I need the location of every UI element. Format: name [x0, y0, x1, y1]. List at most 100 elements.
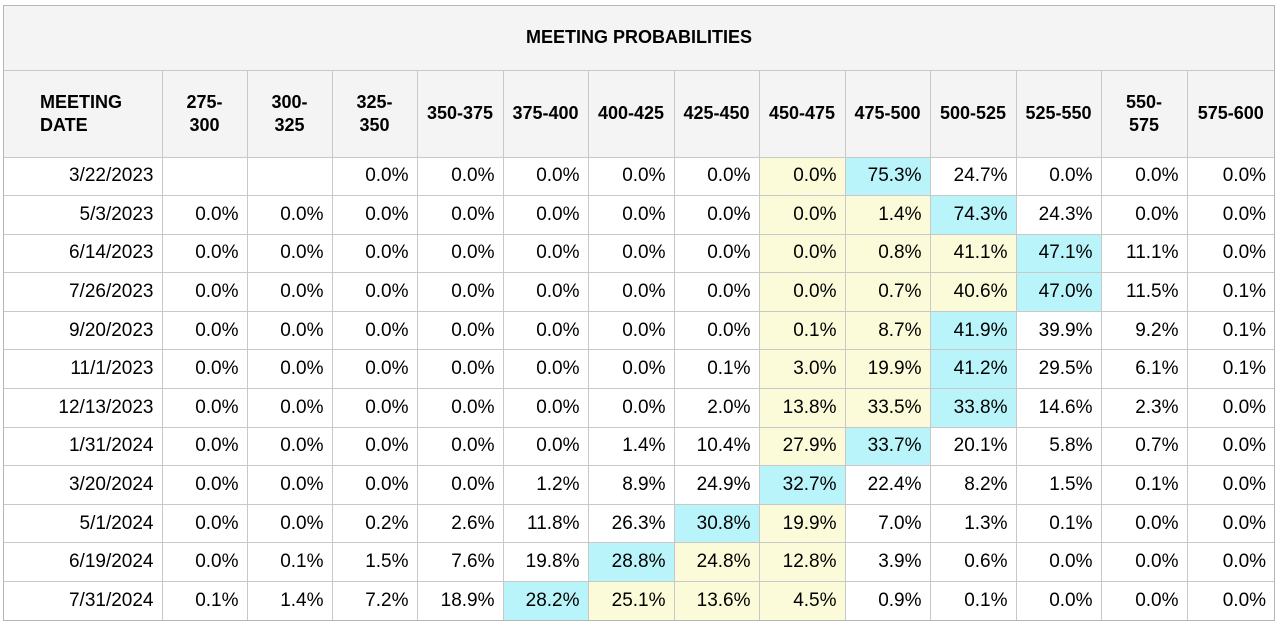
- probability-cell: 0.0%: [587, 349, 675, 390]
- rate-range-header: 475-500: [844, 69, 931, 158]
- probability-cell: 0.9%: [844, 581, 931, 621]
- probability-cell: 13.8%: [758, 388, 846, 428]
- probability-cell: 12.8%: [758, 542, 846, 583]
- probability-cell: 0.0%: [331, 272, 418, 312]
- probability-cell: 0.0%: [161, 195, 248, 235]
- probability-cell: 0.0%: [673, 156, 760, 197]
- probability-cell: 47.1%: [1015, 233, 1102, 274]
- probability-cell: 28.8%: [587, 542, 675, 583]
- meeting-date-cell: 6/19/2024: [4, 542, 163, 583]
- probability-cell: 24.3%: [1015, 195, 1102, 235]
- probability-cell: [246, 156, 333, 197]
- probability-cell: 0.0%: [1186, 156, 1275, 197]
- probability-cell: 7.6%: [416, 542, 504, 583]
- probability-cell: 1.3%: [929, 503, 1017, 544]
- probability-cell: 47.0%: [1015, 272, 1102, 312]
- probability-cell: 13.6%: [673, 581, 760, 621]
- table-row: 7/31/2024 0.1% 1.4% 7.2% 18.9% 28.2% 25.1% 13.6…: [4, 581, 1275, 621]
- probability-cell: 0.0%: [1186, 388, 1275, 428]
- probability-cell: 0.0%: [673, 272, 760, 312]
- probability-cell: 0.0%: [673, 195, 760, 235]
- probability-cell: 0.0%: [331, 349, 418, 390]
- probability-cell: 8.9%: [587, 465, 675, 505]
- probability-cell: 0.0%: [502, 156, 589, 197]
- probability-cell: 18.9%: [416, 581, 504, 621]
- probability-cell: 0.0%: [587, 272, 675, 312]
- probability-cell: 14.6%: [1015, 388, 1102, 428]
- probability-cell: 0.0%: [161, 310, 248, 351]
- rate-range-header: 425-450: [673, 69, 760, 158]
- probability-cell: 1.5%: [331, 542, 418, 583]
- probability-cell: 0.0%: [502, 233, 589, 274]
- meeting-date-cell: 12/13/2023: [4, 388, 163, 428]
- probability-cell: 0.0%: [502, 272, 589, 312]
- probability-cell: 0.0%: [331, 233, 418, 274]
- probability-cell: 0.0%: [246, 233, 333, 274]
- meeting-date-cell: 11/1/2023: [4, 349, 163, 390]
- rate-range-header: 325- 350: [331, 69, 418, 158]
- probability-cell: 39.9%: [1015, 310, 1102, 351]
- probability-cell: 0.0%: [161, 465, 248, 505]
- probability-cell: 27.9%: [758, 426, 846, 467]
- probability-cell: 0.0%: [161, 542, 248, 583]
- meeting-probabilities-panel: MEETING PROBABILITIES MEETING DATE 275- …: [3, 5, 1275, 621]
- probability-cell: 0.7%: [1100, 426, 1188, 467]
- probability-cell: 0.0%: [758, 233, 846, 274]
- rate-range-header: 400-425: [587, 69, 675, 158]
- probability-cell: 25.1%: [587, 581, 675, 621]
- probability-cell: 0.0%: [502, 426, 589, 467]
- table-row: 6/14/2023 0.0% 0.0% 0.0% 0.0% 0.0% 0.0% 0.0% 0.0…: [4, 233, 1275, 274]
- table-row: 1/31/2024 0.0% 0.0% 0.0% 0.0% 0.0% 1.4% 10.4% 27…: [4, 426, 1275, 467]
- probability-cell: 2.0%: [673, 388, 760, 428]
- meeting-date-cell: 3/20/2024: [4, 465, 163, 505]
- probability-cell: 0.0%: [502, 388, 589, 428]
- probability-cell: 0.0%: [416, 272, 504, 312]
- probability-cell: 4.5%: [758, 581, 846, 621]
- probability-cell: 0.0%: [502, 349, 589, 390]
- probability-cell: 0.0%: [331, 156, 418, 197]
- probability-cell: 0.0%: [1015, 156, 1102, 197]
- probability-cell: 0.1%: [929, 581, 1017, 621]
- probability-cell: 41.9%: [929, 310, 1017, 351]
- probability-cell: 0.0%: [161, 233, 248, 274]
- probability-cell: 19.8%: [502, 542, 589, 583]
- probability-cell: 41.1%: [929, 233, 1017, 274]
- table-row: 6/19/2024 0.0% 0.1% 1.5% 7.6% 19.8% 28.8% 24.8%…: [4, 542, 1275, 583]
- probability-cell: 0.0%: [587, 195, 675, 235]
- table-row: 3/22/2023 0.0% 0.0% 0.0% 0.0% 0.0% 0.0% 75.3% 24…: [4, 156, 1275, 197]
- probability-cell: 0.0%: [758, 156, 846, 197]
- probability-cell: 0.1%: [1186, 272, 1275, 312]
- meeting-date-cell: 6/14/2023: [4, 233, 163, 274]
- probability-cell: 7.2%: [331, 581, 418, 621]
- probability-cell: 0.0%: [161, 503, 248, 544]
- probability-cell: 0.0%: [416, 349, 504, 390]
- probability-cell: 0.0%: [673, 233, 760, 274]
- probability-cell: 1.2%: [502, 465, 589, 505]
- probability-cell: 28.2%: [502, 581, 589, 621]
- probability-cell: 0.1%: [246, 542, 333, 583]
- probability-cell: 9.2%: [1100, 310, 1188, 351]
- probability-cell: 0.0%: [587, 388, 675, 428]
- rate-range-header: 500-525: [929, 69, 1017, 158]
- probability-cell: 3.9%: [844, 542, 931, 583]
- rate-range-header: 450-475: [758, 69, 846, 158]
- probability-cell: 0.1%: [1015, 503, 1102, 544]
- probability-cell: 0.0%: [1186, 581, 1275, 621]
- rate-range-header: 300- 325: [246, 69, 333, 158]
- probability-cell: 74.3%: [929, 195, 1017, 235]
- probability-cell: 2.6%: [416, 503, 504, 544]
- probability-cell: 0.7%: [844, 272, 931, 312]
- probability-cell: 22.4%: [844, 465, 931, 505]
- meeting-date-cell: 1/31/2024: [4, 426, 163, 467]
- probability-cell: 0.0%: [1100, 503, 1188, 544]
- probability-cell: 26.3%: [587, 503, 675, 544]
- meeting-date-cell: 7/26/2023: [4, 272, 163, 312]
- probability-cell: 0.0%: [416, 195, 504, 235]
- probability-cell: 1.4%: [246, 581, 333, 621]
- table-row: 5/3/2023 0.0% 0.0% 0.0% 0.0% 0.0% 0.0% 0.0% 0.0%…: [4, 195, 1275, 235]
- probability-cell: 0.0%: [246, 465, 333, 505]
- probability-cell: 0.0%: [246, 195, 333, 235]
- probability-cell: 19.9%: [758, 503, 846, 544]
- probability-cell: 5.8%: [1015, 426, 1102, 467]
- probability-cell: 0.0%: [161, 426, 248, 467]
